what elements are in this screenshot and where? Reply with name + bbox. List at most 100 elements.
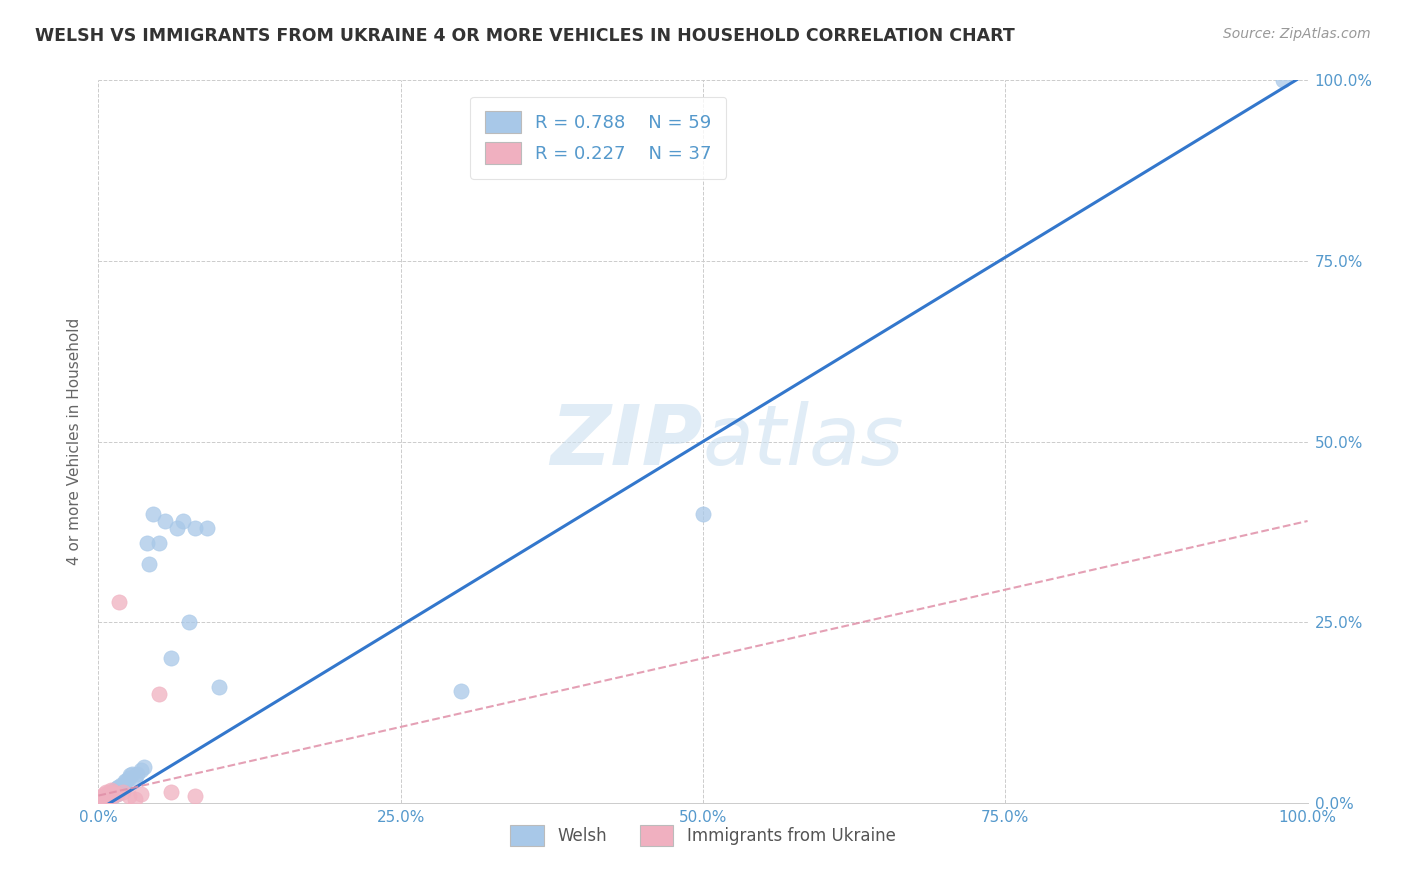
Point xyxy=(101,789,124,803)
Point xyxy=(111,780,134,794)
Point xyxy=(110,778,132,792)
Point xyxy=(91,792,114,806)
Point xyxy=(100,790,122,805)
Point xyxy=(105,787,128,801)
Point xyxy=(195,521,218,535)
Point xyxy=(105,781,128,796)
Legend: Welsh, Immigrants from Ukraine: Welsh, Immigrants from Ukraine xyxy=(503,819,903,852)
Point xyxy=(112,778,135,792)
Point xyxy=(108,781,131,796)
Point xyxy=(450,683,472,698)
Point xyxy=(129,764,152,778)
Text: atlas: atlas xyxy=(703,401,904,482)
Point xyxy=(118,768,141,782)
Point xyxy=(121,767,143,781)
Point xyxy=(89,794,111,808)
Point xyxy=(96,791,118,805)
Point xyxy=(90,794,112,808)
Point xyxy=(97,791,120,805)
Point xyxy=(103,782,125,797)
Point xyxy=(96,792,118,806)
Point xyxy=(90,791,112,805)
Text: ZIP: ZIP xyxy=(550,401,703,482)
Point xyxy=(135,535,157,549)
Point xyxy=(118,789,141,803)
Point xyxy=(129,787,152,801)
Point xyxy=(124,771,146,785)
Point xyxy=(105,787,128,801)
Point xyxy=(115,774,138,789)
Point xyxy=(96,790,118,805)
Point xyxy=(107,780,129,794)
Text: WELSH VS IMMIGRANTS FROM UKRAINE 4 OR MORE VEHICLES IN HOUSEHOLD CORRELATION CHA: WELSH VS IMMIGRANTS FROM UKRAINE 4 OR MO… xyxy=(35,27,1015,45)
Point xyxy=(179,615,201,630)
Point xyxy=(184,789,207,803)
Point xyxy=(100,789,122,804)
Point xyxy=(91,794,114,808)
Point xyxy=(103,785,125,799)
Point xyxy=(91,794,114,808)
Point xyxy=(692,507,714,521)
Point xyxy=(93,790,115,805)
Point xyxy=(93,792,115,806)
Point xyxy=(89,795,111,809)
Point xyxy=(91,794,114,808)
Point xyxy=(90,793,112,807)
Point xyxy=(160,785,183,799)
Point xyxy=(94,791,117,805)
Point xyxy=(91,790,114,805)
Point xyxy=(111,785,134,799)
Text: Source: ZipAtlas.com: Source: ZipAtlas.com xyxy=(1223,27,1371,41)
Point xyxy=(100,787,122,801)
Point xyxy=(100,789,122,803)
Point xyxy=(94,785,117,799)
Point xyxy=(90,794,112,808)
Point xyxy=(96,789,118,803)
Point xyxy=(101,789,124,803)
Point xyxy=(153,514,176,528)
Point xyxy=(118,771,141,785)
Point xyxy=(124,792,146,806)
Point xyxy=(114,774,136,789)
Point xyxy=(91,789,114,803)
Point xyxy=(91,794,114,808)
Point xyxy=(208,680,231,694)
Point xyxy=(97,787,120,801)
Point xyxy=(93,794,115,808)
Point xyxy=(1272,73,1295,87)
Point xyxy=(94,793,117,807)
Point xyxy=(97,789,120,803)
Point xyxy=(108,595,131,609)
Point xyxy=(108,782,131,797)
Point xyxy=(98,790,121,805)
Point xyxy=(134,760,156,774)
Point xyxy=(100,786,122,800)
Point xyxy=(101,785,124,799)
Point xyxy=(98,787,121,801)
Point xyxy=(94,792,117,806)
Point xyxy=(148,687,170,701)
Point xyxy=(100,789,122,803)
Point xyxy=(127,767,149,781)
Point xyxy=(166,521,188,535)
Point xyxy=(98,785,121,799)
Point xyxy=(172,514,194,528)
Point xyxy=(93,793,115,807)
Point xyxy=(104,785,127,799)
Point xyxy=(93,787,115,801)
Point xyxy=(91,791,114,805)
Point xyxy=(107,785,129,799)
Point xyxy=(100,785,122,799)
Point xyxy=(91,793,114,807)
Point xyxy=(97,790,120,805)
Point xyxy=(138,558,160,572)
Point xyxy=(91,792,114,806)
Point xyxy=(98,790,121,805)
Point xyxy=(103,787,125,801)
Point xyxy=(142,507,165,521)
Point xyxy=(93,790,115,805)
Point xyxy=(100,782,122,797)
Y-axis label: 4 or more Vehicles in Household: 4 or more Vehicles in Household xyxy=(66,318,82,566)
Point xyxy=(94,790,117,805)
Point xyxy=(148,535,170,549)
